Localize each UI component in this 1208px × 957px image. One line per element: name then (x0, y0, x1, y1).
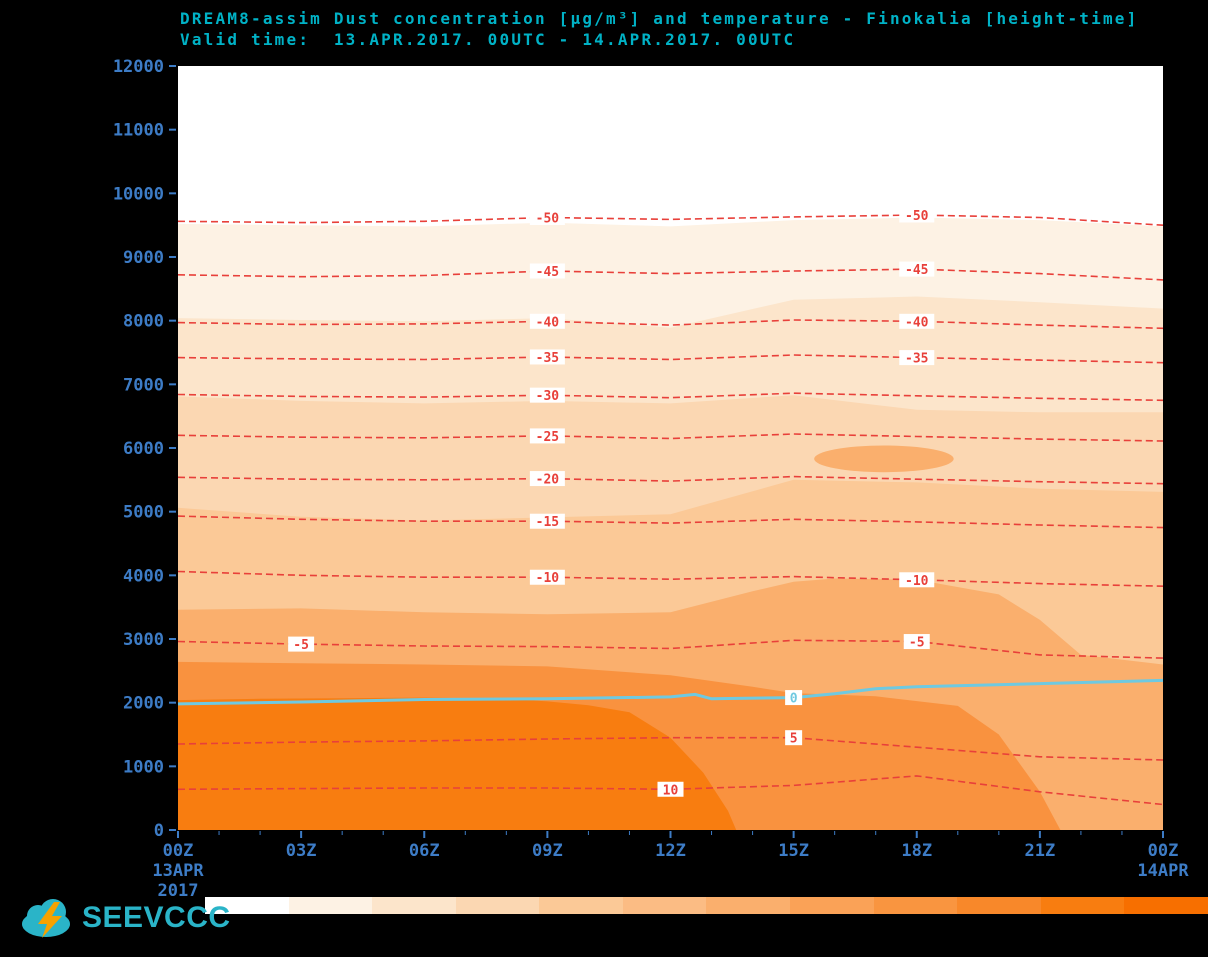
contour-label: -45 (536, 265, 559, 280)
contour-label: -45 (905, 263, 928, 278)
contour-label-box (529, 210, 565, 226)
contour-label-box (899, 572, 935, 588)
y-tick-label: 8000 (123, 312, 164, 332)
contour-label: -40 (536, 315, 560, 330)
x-tick-label: 00Z (1148, 841, 1179, 861)
x-tick-label: 09Z (532, 841, 563, 861)
zero-isotherm-line (177, 678, 1164, 706)
colorbar-segment-7 (790, 897, 874, 914)
contour-label-box (529, 428, 565, 444)
contour-label: -30 (536, 389, 560, 404)
contour-label: -35 (905, 352, 928, 367)
colorbar-segment-3 (455, 897, 540, 914)
x-date-label: 14APR (1137, 861, 1189, 881)
contour-label: -40 (905, 315, 929, 330)
colorbar-segment-6 (706, 897, 791, 914)
contour-label: -50 (905, 209, 929, 224)
y-tick-label: 9000 (123, 248, 164, 268)
y-tick-label: 12000 (113, 57, 164, 77)
y-tick-label: 2000 (123, 694, 164, 714)
colorbar-segment-5 (622, 897, 707, 914)
colorbar-segment-9 (957, 897, 1041, 914)
y-tick-label: 4000 (123, 566, 164, 586)
contour-label-box (899, 350, 935, 366)
contour-label-box (529, 513, 565, 529)
contour-label-box (529, 387, 565, 403)
y-axis: 0 1000 2000 3000 4000 5000 6000 7000 8000 9000 100… (113, 57, 176, 841)
contour-label: -25 (536, 430, 559, 445)
x-tick-label: 00Z (163, 841, 194, 861)
colorbar-segment-10 (1040, 897, 1125, 914)
dust-band-6 (178, 697, 737, 830)
contour-label-box (903, 634, 930, 650)
contour-label-box (899, 207, 935, 223)
y-tick-label: 1000 (123, 757, 164, 777)
y-tick-label: 0 (154, 821, 164, 841)
contour-label-box (529, 263, 565, 279)
contour-label: -10 (536, 571, 560, 586)
contour-label-box (529, 349, 565, 365)
chart-title: DREAM8-assim Dust concentration [µg/m³] … (180, 9, 1139, 28)
contour-label: -5 (293, 638, 309, 653)
y-tick-label: 3000 (123, 630, 164, 650)
x-date-label: 13APR (152, 861, 204, 881)
x-tick-label: 18Z (901, 841, 932, 861)
x-axis: 00Z 03Z 06Z 09Z 12Z 15Z 18Z 21Z 00Z13APR201714AP… (152, 831, 1189, 901)
contour-label-box (899, 261, 935, 277)
contour-label: -5 (909, 636, 925, 651)
colorbar-segment-4 (539, 897, 623, 914)
x-tick-label: 03Z (286, 841, 317, 861)
x-tick-label: 06Z (409, 841, 440, 861)
contour-label-box (529, 569, 565, 585)
seevccc-cloud-icon (22, 899, 70, 938)
y-tick-label: 7000 (123, 375, 164, 395)
contour-label: 10 (663, 783, 679, 798)
dust-concentration-colorbar (205, 897, 1208, 914)
contour-label-box (785, 730, 803, 746)
x-date-label: 2017 (158, 881, 199, 901)
contour-label-box (785, 690, 803, 706)
colorbar-segment-8 (873, 897, 958, 914)
x-tick-label: 15Z (778, 841, 809, 861)
contour-label-box (529, 313, 565, 329)
x-tick-label: 21Z (1025, 841, 1056, 861)
seevccc-logo: SEEVCCC (20, 893, 231, 943)
x-tick-label: 12Z (655, 841, 686, 861)
contour-label-box (288, 636, 315, 652)
contour-label: -35 (536, 351, 559, 366)
y-tick-label: 11000 (113, 121, 164, 141)
dust-patch-0 (814, 445, 954, 473)
seevccc-logo-text: SEEVCCC (82, 901, 231, 934)
lightning-bolt-icon (38, 902, 62, 938)
contour-label: -10 (905, 574, 929, 589)
colorbar-segment-0 (205, 897, 289, 914)
contour-label: -20 (536, 473, 560, 488)
contour-label-box (529, 471, 565, 487)
y-tick-label: 10000 (113, 184, 164, 204)
colorbar-segment-11 (1124, 897, 1208, 914)
chart-subtitle: Valid time: 13.APR.2017. 00UTC - 14.APR.… (180, 30, 796, 49)
contour-label: -15 (536, 515, 559, 530)
colorbar-segment-1 (288, 897, 373, 914)
contour-label-box (657, 781, 684, 797)
colorbar-segment-2 (372, 897, 456, 914)
contour-label: 0 (790, 692, 798, 707)
y-tick-label: 6000 (123, 439, 164, 459)
contour-labels: -50 -50-45 -45-40 -40-35 -35-30-25-20-15-10-… (288, 207, 935, 798)
y-tick-label: 5000 (123, 503, 164, 523)
contour-label-box (899, 313, 935, 329)
contour-label: 5 (790, 732, 798, 747)
chart-header: DREAM8-assim Dust concentration [µg/m³] … (180, 8, 1138, 50)
contour-label: -50 (536, 212, 560, 227)
